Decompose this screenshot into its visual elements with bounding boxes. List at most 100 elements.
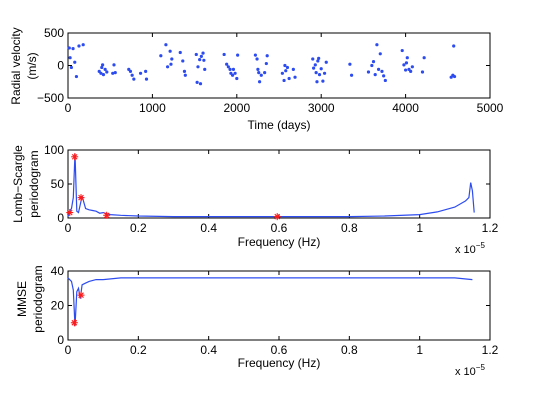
data-point	[257, 80, 262, 84]
x-tick-label: 5000	[477, 101, 504, 115]
spectrum-line	[67, 277, 473, 327]
data-point	[130, 73, 134, 77]
data-point	[183, 73, 187, 77]
data-point	[113, 71, 117, 75]
data-point	[370, 63, 374, 68]
data-point	[196, 65, 200, 69]
data-point	[132, 77, 136, 81]
peak-marker	[71, 153, 79, 161]
ylabel-line2: (m/s)	[25, 52, 39, 79]
data-point	[170, 57, 174, 61]
data-point	[312, 66, 316, 70]
data-point	[77, 44, 81, 48]
y-tick-label: 0	[57, 59, 64, 73]
data-point	[198, 82, 203, 86]
data-point	[230, 73, 235, 77]
data-point	[452, 44, 456, 48]
data-point	[225, 62, 229, 66]
y-tick-label: 0	[57, 211, 64, 225]
peak-marker	[77, 291, 85, 299]
data-point	[253, 53, 257, 57]
data-point	[69, 65, 73, 70]
x-tick-label: 4000	[392, 101, 419, 115]
data-point	[168, 49, 172, 53]
plot-frame	[67, 270, 491, 341]
data-point	[103, 67, 107, 71]
data-point	[287, 76, 291, 81]
data-point	[231, 67, 236, 71]
x-tick-label: 0.4	[200, 343, 217, 357]
lomb-scargle-panel: Lomb−Scargle periodogram Frequency (Hz) …	[11, 143, 499, 256]
data-point	[283, 63, 287, 68]
data-point	[313, 63, 317, 67]
data-point	[201, 51, 205, 55]
data-point	[404, 68, 408, 72]
x-tick-label: 0.2	[130, 343, 147, 357]
data-point	[81, 43, 85, 47]
data-point	[138, 71, 143, 75]
plot-frame	[67, 149, 491, 219]
x-multiplier: x 10−5	[455, 241, 485, 256]
data-point	[285, 65, 290, 70]
data-point	[105, 70, 109, 74]
data-point	[420, 70, 425, 74]
x-tick-label: 1	[416, 221, 423, 235]
data-point	[144, 69, 148, 73]
data-point	[236, 53, 240, 57]
data-point	[311, 57, 315, 61]
data-point	[203, 67, 207, 71]
data-point	[199, 54, 203, 59]
x-tick-label: 1.2	[482, 343, 499, 357]
y-tick-label: 20	[51, 299, 65, 313]
data-point	[265, 54, 269, 58]
data-point	[291, 67, 295, 71]
data-point	[380, 69, 384, 73]
ylabel-line1: MMSE	[15, 281, 29, 317]
data-point	[293, 75, 297, 79]
data-point	[282, 78, 286, 83]
x-tick-label: 0	[65, 221, 72, 235]
data-point	[165, 65, 170, 69]
data-point	[373, 73, 377, 77]
data-point	[226, 65, 230, 69]
data-point	[178, 50, 182, 55]
x-tick-label: 1	[416, 343, 423, 357]
data-point	[73, 60, 77, 64]
y-tick-label: 40	[51, 264, 65, 278]
data-point	[319, 67, 323, 71]
y-tick-label: −500	[37, 91, 64, 105]
x-tick-label: 0.2	[130, 221, 147, 235]
data-point	[317, 73, 322, 77]
data-point	[452, 74, 457, 79]
x-tick-label: 0.6	[271, 343, 288, 357]
data-point	[314, 71, 318, 75]
data-point	[222, 52, 226, 57]
peak-marker	[77, 194, 85, 202]
data-point	[255, 57, 259, 61]
data-point	[402, 63, 406, 67]
data-point	[259, 73, 263, 77]
data-point	[111, 71, 115, 75]
data-point	[371, 60, 376, 64]
x-tick-label: 0.4	[200, 221, 217, 235]
peak-marker	[70, 319, 78, 327]
data-point	[198, 58, 202, 62]
ylabel-line1: Lomb−Scargle	[11, 145, 25, 223]
data-point	[375, 43, 379, 47]
data-point	[233, 71, 237, 75]
data-point	[404, 61, 409, 65]
data-point	[99, 71, 103, 75]
data-point	[194, 52, 198, 57]
xlabel: Time (days)	[248, 118, 311, 132]
data-point	[74, 74, 79, 79]
y-tick-label: 50	[51, 177, 65, 191]
data-point	[228, 67, 232, 71]
data-point	[144, 77, 149, 81]
data-point	[316, 59, 320, 63]
data-point	[256, 67, 260, 71]
x-tick-label: 2000	[223, 101, 250, 115]
ylabel-line1: Radial velocity	[9, 27, 23, 104]
x-tick-label: 3000	[308, 101, 335, 115]
data-point	[264, 61, 268, 66]
radial-velocity-panel: Radial velocity (m/s) Time (days) 0 1000 2…	[9, 26, 504, 132]
